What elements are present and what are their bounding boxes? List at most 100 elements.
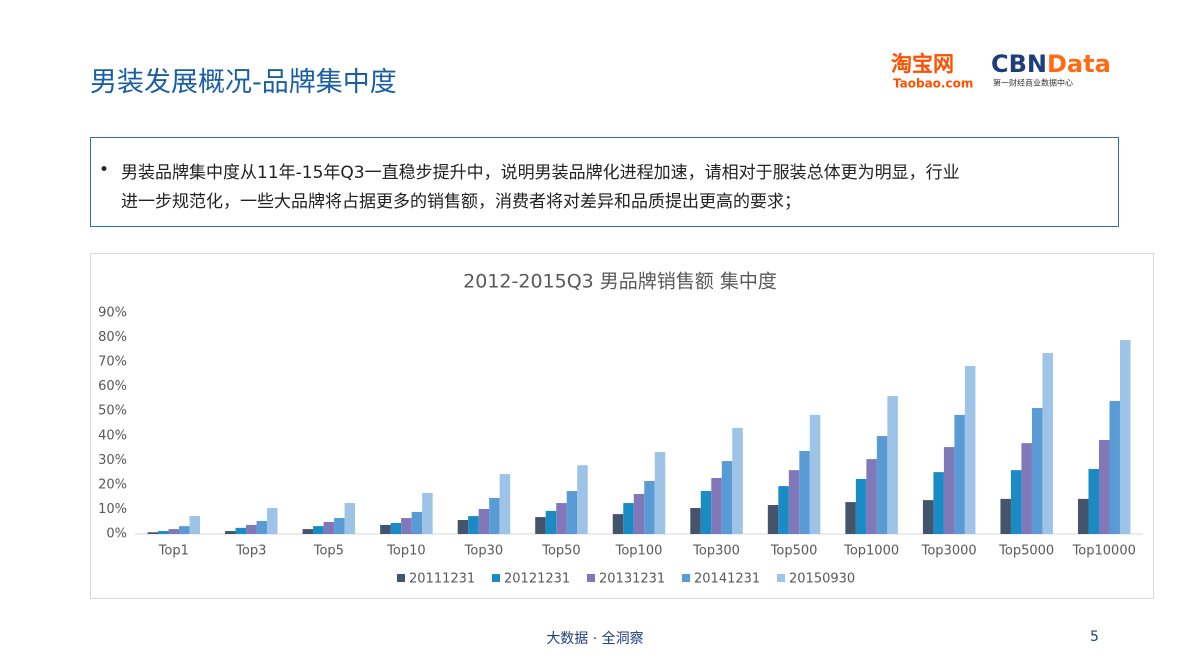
bar — [468, 516, 479, 534]
x-tick-label: Top1000 — [843, 544, 899, 559]
bar — [778, 486, 789, 534]
bar — [545, 510, 557, 534]
bar — [887, 395, 898, 534]
legend-swatch — [397, 574, 405, 582]
bar — [334, 518, 345, 534]
x-tick-label: Top5 — [313, 544, 344, 559]
bar — [380, 524, 391, 534]
x-tick-label: Top500 — [770, 544, 818, 559]
x-tick-label: Top100 — [615, 544, 663, 559]
bar — [422, 492, 433, 534]
bar — [235, 527, 247, 534]
x-tick-label: Top50 — [541, 544, 580, 559]
y-tick-label: 70% — [98, 355, 127, 370]
bar — [1010, 470, 1022, 534]
legend-label: 20121231 — [504, 572, 570, 587]
bar — [633, 493, 645, 534]
bullet-line: 男装品牌集中度从11年-15年Q3一直稳步提升中，说明男装品牌化进程加速，请相对… — [121, 163, 960, 183]
bar — [623, 503, 634, 534]
bar — [225, 531, 236, 534]
bar — [732, 427, 743, 534]
bar — [767, 505, 779, 534]
slide-title: 男装发展概况-品牌集中度 — [90, 67, 397, 98]
bar — [401, 518, 412, 534]
bar — [1098, 439, 1110, 534]
x-tick-label: Top30 — [464, 544, 503, 559]
bar — [246, 524, 257, 534]
bar — [943, 447, 955, 534]
x-tick-label: Top3000 — [921, 544, 977, 559]
bar — [390, 522, 402, 534]
bar — [189, 516, 201, 534]
bar — [1031, 408, 1043, 534]
bar — [1077, 498, 1089, 534]
bar — [654, 451, 666, 534]
bar — [556, 503, 567, 534]
legend-label: 20111231 — [409, 572, 475, 587]
bar — [690, 507, 701, 534]
bar — [168, 529, 180, 534]
logo-cbn-part: Data — [1047, 50, 1111, 78]
logo-cbn-sub: 第一财经商业数据中心 — [993, 78, 1073, 88]
bar — [612, 514, 624, 534]
bar — [1109, 400, 1120, 534]
legend-swatch — [777, 574, 785, 582]
legend-label: 20131231 — [599, 572, 665, 587]
y-tick-label: 50% — [98, 404, 127, 419]
legend-swatch — [587, 574, 595, 582]
x-tick-label: Top5000 — [998, 544, 1054, 559]
bar — [313, 526, 324, 534]
bar — [566, 491, 578, 534]
chart-title: 2012-2015Q3 男品牌销售额 集中度 — [463, 271, 777, 293]
legend-label: 20150930 — [789, 572, 855, 587]
bar — [344, 503, 356, 534]
bar — [302, 529, 314, 534]
bar — [922, 500, 934, 534]
footer-slogan: 大数据 · 全洞察 — [546, 631, 644, 647]
bar — [489, 497, 500, 534]
y-tick-label: 20% — [98, 477, 127, 492]
bar — [499, 474, 511, 534]
bar — [535, 517, 546, 534]
bar — [256, 520, 268, 534]
y-tick-label: 10% — [98, 502, 127, 517]
bar — [478, 508, 490, 534]
bar — [147, 532, 159, 534]
bar — [866, 459, 877, 534]
bar — [799, 451, 810, 534]
x-tick-label: Top10000 — [1072, 544, 1136, 559]
y-tick-label: 0% — [106, 527, 127, 542]
y-tick-label: 80% — [98, 330, 127, 345]
x-tick-label: Top1 — [158, 544, 189, 559]
bar — [1000, 498, 1011, 534]
bar — [809, 414, 821, 534]
chart-box — [90, 253, 1154, 599]
bar — [845, 502, 856, 534]
text-box: • 男装品牌集中度从11年-15年Q3一直稳步提升中，说明男装品牌化进程加速，请… — [90, 137, 1119, 227]
bar — [700, 491, 712, 534]
bar — [411, 511, 423, 534]
bar — [1119, 340, 1131, 534]
bar — [855, 478, 867, 534]
bar — [964, 366, 976, 534]
bar — [267, 507, 278, 534]
bar — [457, 520, 469, 534]
bullet-dot: • — [99, 160, 110, 180]
logos: 淘宝网 Taobao.com CBNData 第一财经商业数据中心 — [891, 50, 1111, 91]
bar — [1021, 443, 1032, 534]
y-tick-label: 30% — [98, 453, 127, 468]
bar — [158, 531, 169, 534]
logo-cbn: CBNData — [991, 50, 1111, 78]
logo-taobao-sub: Taobao.com — [893, 77, 973, 91]
bullet-line: 进一步规范化，一些大品牌将占据更多的销售额，消费者将对差异和品质提出更高的要求； — [121, 192, 801, 212]
y-tick-label: 90% — [98, 306, 127, 321]
bar — [323, 521, 335, 534]
logo-cbn-part: CBN — [991, 50, 1047, 78]
y-tick-label: 40% — [98, 428, 127, 443]
bar — [577, 465, 588, 534]
legend-swatch — [682, 574, 690, 582]
bar — [788, 470, 800, 534]
y-tick-label: 60% — [98, 379, 127, 394]
